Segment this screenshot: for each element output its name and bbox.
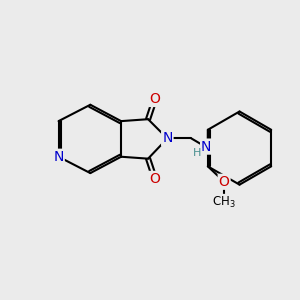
Text: CH$_3$: CH$_3$ [212, 194, 236, 209]
Text: N: N [201, 140, 211, 154]
Text: N: N [162, 131, 172, 146]
Text: O: O [149, 172, 160, 186]
Text: O: O [149, 92, 160, 106]
Text: H: H [193, 148, 202, 158]
Text: O: O [219, 175, 230, 189]
Text: N: N [53, 150, 64, 164]
